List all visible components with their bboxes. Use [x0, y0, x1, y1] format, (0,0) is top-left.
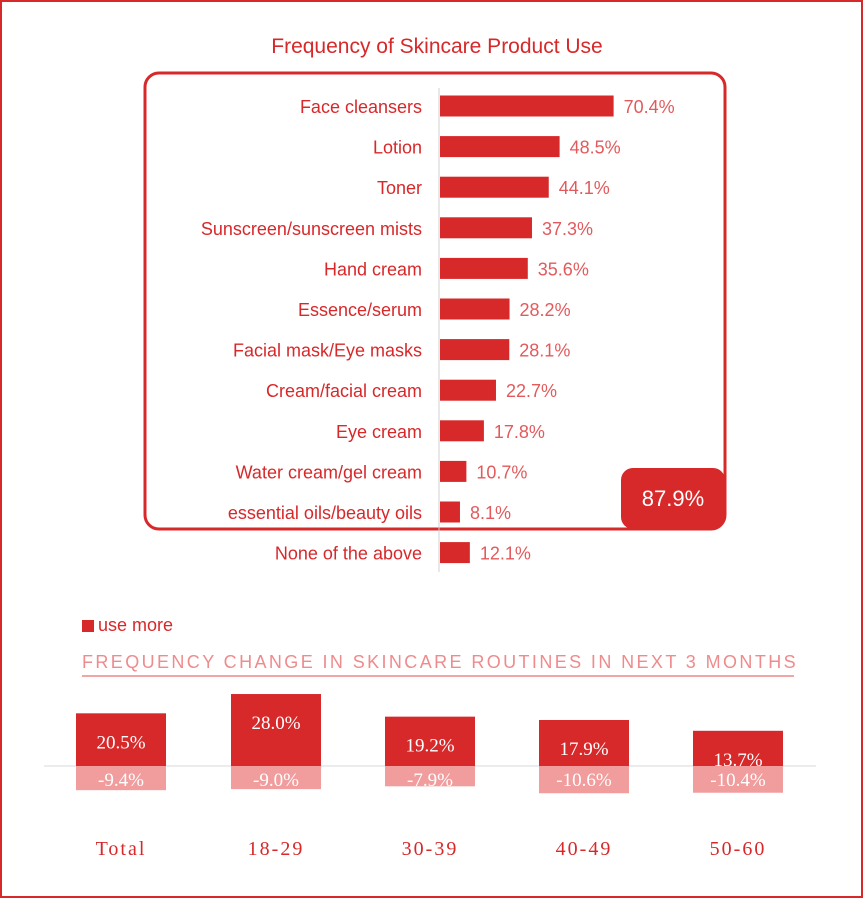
column-use-less-label: -10.6% [556, 770, 612, 791]
highlight-frame [143, 71, 727, 531]
column-use-less [231, 766, 321, 790]
bar [440, 136, 560, 158]
category-label: Hand cream [324, 259, 422, 279]
bar [440, 217, 532, 239]
category-label: Sunscreen/sunscreen mists [201, 219, 422, 239]
bar [440, 501, 460, 523]
bar-value-label: 17.8% [494, 422, 545, 442]
bar-group: Face cleansers 70.4% Lotion 48.5% Toner 44.1%… [201, 95, 675, 564]
legend: use more [82, 615, 173, 636]
group-label: 40-49 [556, 838, 613, 860]
legend-label: use more [98, 615, 174, 635]
bar-value-label: 37.3% [542, 219, 593, 239]
column-use-more-label: 13.7% [713, 750, 762, 771]
group-label: Total [96, 838, 147, 860]
category-label: Essence/serum [298, 300, 422, 320]
category-label: Toner [377, 178, 422, 198]
group-label: 30-39 [402, 838, 459, 860]
section-title: FREQUENCY CHANGE IN SKINCARE ROUTINES IN… [82, 652, 796, 677]
column-use-more [693, 730, 783, 766]
column-use-less-label: -7.9% [407, 770, 453, 791]
category-label: Lotion [373, 138, 422, 158]
bar [440, 176, 549, 198]
bar-value-label: 8.1% [470, 503, 511, 523]
bar-value-label: 10.7% [476, 462, 527, 482]
column-use-more [385, 716, 475, 766]
bar [440, 542, 470, 564]
group-label: 50-60 [710, 838, 767, 860]
total-callout-label: 87.9% [642, 486, 704, 511]
bar [440, 339, 510, 361]
chart-title: Frequency of Skincare Product Use [271, 35, 603, 58]
bar [440, 257, 528, 279]
bar-value-label: 28.2% [520, 300, 571, 320]
column-use-less-label: -9.0% [253, 770, 299, 791]
category-label: Water cream/gel cream [236, 462, 422, 482]
skincare-usage-chart: Frequency of Skincare Product Use Face c… [143, 35, 727, 572]
bar-value-label: 48.5% [570, 138, 621, 158]
category-label: Cream/facial cream [266, 381, 422, 401]
column-use-less-label: -10.4% [710, 770, 766, 791]
column-use-less [385, 766, 475, 787]
column-use-more-label: 28.0% [251, 713, 300, 734]
column-use-more-label: 19.2% [405, 736, 454, 757]
bar-value-label: 44.1% [559, 178, 610, 198]
bar [440, 298, 510, 320]
column-use-less [76, 766, 166, 791]
column-use-less [693, 766, 783, 793]
column-use-more [76, 713, 166, 766]
bar-value-label: 70.4% [624, 97, 675, 117]
category-label: essential oils/beauty oils [228, 503, 422, 523]
column-use-more-label: 20.5% [96, 732, 145, 753]
category-label: Eye cream [336, 422, 422, 442]
bar [440, 379, 496, 401]
bar-value-label: 35.6% [538, 259, 589, 279]
column-use-more [539, 719, 629, 766]
bar-value-label: 22.7% [506, 381, 557, 401]
category-label: None of the above [275, 544, 422, 564]
total-callout [621, 468, 725, 529]
column-use-more-label: 17.9% [559, 739, 608, 760]
bar-value-label: 12.1% [480, 544, 531, 564]
column-use-less-label: -9.4% [98, 770, 144, 791]
category-label: Face cleansers [300, 97, 422, 117]
legend-swatch [82, 619, 94, 632]
column-use-less [539, 766, 629, 794]
bar [440, 95, 614, 117]
bar [440, 420, 484, 442]
column-use-more [231, 694, 321, 766]
group-label: 18-29 [248, 838, 305, 860]
bar-value-label: 28.1% [519, 341, 570, 361]
bar [440, 460, 467, 482]
category-label: Facial mask/Eye masks [233, 341, 422, 361]
column-group: 20.5% -9.4% Total 28.0% -9.0% 18-29 19.2% -7.9%… [76, 694, 783, 860]
